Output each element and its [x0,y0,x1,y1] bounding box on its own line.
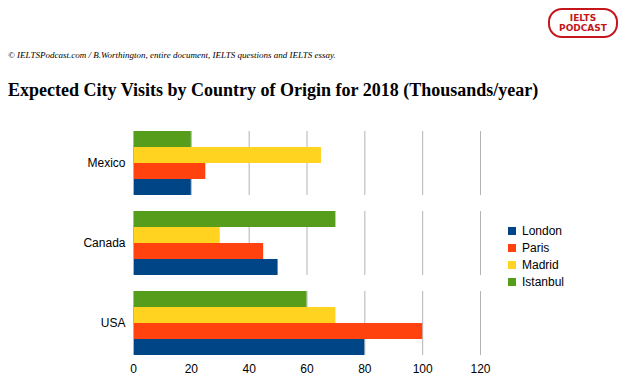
svg-text:40: 40 [242,362,256,376]
svg-text:0: 0 [130,362,137,376]
html-text:© IELTSPodcast.com / B.Worthin: © IELTSPodcast.com / B.Worthington, enti… [8,50,336,60]
html-text:Istanbul: Istanbul [522,274,564,289]
html-text:London: London [522,223,562,238]
html-text:IELTS PODCAST: IELTS PODCAST [559,13,607,33]
html-text:Expected City Visits by Countr: Expected City Visits by Country of Origi… [8,80,539,100]
svg-text:80: 80 [358,362,372,376]
svg-text:USA: USA [101,316,126,330]
html-text:Madrid: Madrid [522,257,559,272]
svg-text:Canada: Canada [83,236,125,250]
svg-text:Mexico: Mexico [87,156,125,170]
svg-text:100: 100 [413,362,433,376]
html-text:Paris: Paris [522,240,550,255]
svg-text:60: 60 [300,362,314,376]
svg-text:20: 20 [185,362,199,376]
svg-text:120: 120 [470,362,490,376]
